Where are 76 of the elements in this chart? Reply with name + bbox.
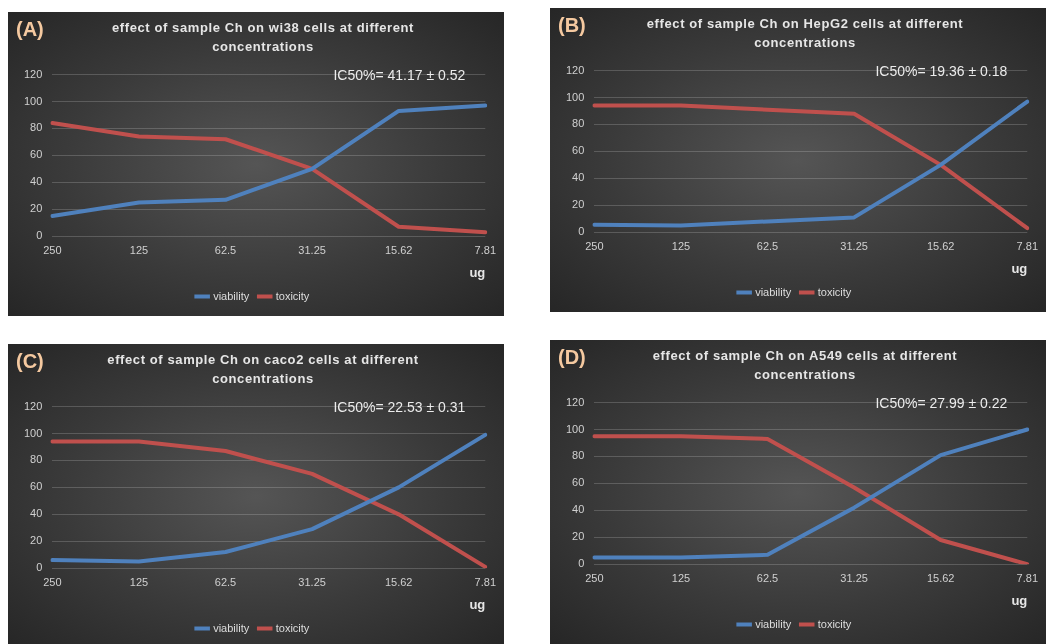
y-tick-label: 20 [572,198,585,211]
y-tick-label: 20 [30,534,43,547]
x-tick-label: 7.81 [1016,571,1039,584]
legend-label: viability [213,289,250,302]
y-tick-label: 120 [23,399,43,412]
annotation: IC50%= 41.17 ± 0.52 [333,67,466,84]
x-tick-label: 31.25 [840,239,868,252]
x-tick-label: 250 [43,243,62,256]
x-tick-label: 62.5 [214,575,237,588]
y-tick-label: 100 [23,94,43,107]
x-tick-label: 125 [129,575,149,588]
text: (C) [16,350,44,373]
y-tick-label: 60 [30,480,43,493]
y-tick-label: 80 [30,121,43,134]
y-tick-label: 20 [572,530,585,543]
y-tick-label: 120 [23,67,43,80]
legend-label: viability [213,621,250,634]
x-axis-title: ug [1011,260,1028,276]
y-tick-label: 0 [578,557,585,570]
y-tick-label: 40 [572,503,585,516]
text: (A) [16,18,44,41]
x-tick-label: 7.81 [474,243,497,256]
x-tick-label: 15.62 [384,575,413,588]
annotation: IC50%= 22.53 ± 0.31 [333,399,466,416]
x-tick-label: 31.25 [298,243,326,256]
x-tick-label: 7.81 [474,575,497,588]
y-tick-label: 40 [30,507,43,520]
chart-title: effect of sample Ch on A549 cells at different concentrations [651,347,959,384]
x-tick-label: 250 [585,239,604,252]
legend-label: toxicity [817,285,852,298]
legend-label: toxicity [275,289,310,302]
y-tick-label: 80 [572,449,585,462]
x-tick-label: 125 [129,243,149,256]
y-tick-label: 80 [572,117,585,130]
y-tick-label: 60 [572,144,585,157]
text: (D) [558,346,586,369]
x-axis-title: ug [469,264,486,280]
y-tick-label: 60 [30,148,43,161]
x-tick-label: 62.5 [756,571,779,584]
y-tick-label: 0 [578,225,585,238]
chart-title: effect of sample Ch on HepG2 cells at different concentrations [645,15,965,52]
x-tick-label: 31.25 [840,571,868,584]
x-axis-title: ug [469,596,486,612]
annotation: IC50%= 27.99 ± 0.22 [875,395,1008,412]
y-tick-label: 60 [572,476,585,489]
y-tick-label: 100 [565,90,585,103]
x-tick-label: 15.62 [926,571,955,584]
y-tick-label: 120 [565,63,585,76]
x-tick-label: 250 [43,575,62,588]
x-tick-label: 250 [585,571,604,584]
text: (B) [558,14,586,37]
y-tick-label: 80 [30,453,43,466]
y-tick-label: 100 [565,422,585,435]
annotation: IC50%= 19.36 ± 0.18 [875,63,1008,80]
legend-label: toxicity [817,617,852,630]
y-tick-label: 0 [36,229,43,242]
x-tick-label: 125 [671,239,691,252]
y-tick-label: 40 [30,175,43,188]
y-tick-label: 0 [36,561,43,574]
chart-title: effect of sample Ch on wi38 cells at different concentrations [110,19,416,56]
y-tick-label: 40 [572,171,585,184]
y-tick-label: 20 [30,202,43,215]
x-tick-label: 62.5 [756,239,779,252]
x-tick-label: 31.25 [298,575,326,588]
x-tick-label: 15.62 [926,239,955,252]
legend-label: viability [755,285,792,298]
x-tick-label: 62.5 [214,243,237,256]
x-axis-title: ug [1011,592,1028,608]
legend-label: toxicity [275,621,310,634]
chart-title: effect of sample Ch on caco2 cells at different concentrations [106,351,420,388]
x-tick-label: 7.81 [1016,239,1039,252]
x-tick-label: 125 [671,571,691,584]
y-tick-label: 100 [23,426,43,439]
y-tick-label: 120 [565,395,585,408]
legend-label: viability [755,617,792,630]
x-tick-label: 15.62 [384,243,413,256]
